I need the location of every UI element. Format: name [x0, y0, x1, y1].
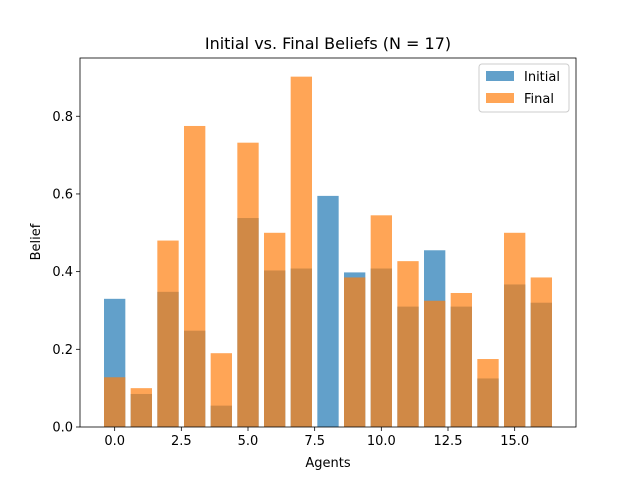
x-axis-ticks: 0.0 2.5 5.0 7.5 10.0 12.5 15.0 [104, 427, 529, 449]
x-tick-label: 10.0 [367, 434, 396, 449]
y-tick-label: 0.0 [52, 421, 73, 436]
legend-label-final: Final [524, 92, 554, 107]
y-tick-label: 0.2 [52, 343, 73, 358]
final-bar-6 [264, 232, 286, 427]
legend: Initial Final [478, 63, 570, 113]
y-tick-label: 0.6 [52, 187, 73, 202]
x-tick-label: 0.0 [104, 434, 125, 449]
final-bar-11 [397, 261, 419, 427]
x-tick-label: 2.5 [171, 434, 192, 449]
final-bar-9 [344, 277, 366, 427]
final-bar-0 [104, 377, 126, 427]
final-bar-10 [370, 215, 392, 427]
final-bar-12 [424, 300, 446, 427]
x-tick-label: 7.5 [304, 434, 325, 449]
legend-swatch-initial [486, 71, 514, 81]
final-bar-3 [184, 125, 206, 427]
axes-frame [79, 57, 577, 428]
final-bar-15 [504, 232, 526, 427]
y-axis-title: Belief [29, 223, 44, 260]
x-axis-title: Agents [305, 456, 350, 471]
final-bar-16 [530, 277, 552, 427]
final-bar-14 [477, 359, 499, 427]
final-bar-2 [157, 240, 179, 427]
x-tick-label: 15.0 [500, 434, 529, 449]
final-bar-7 [290, 76, 312, 427]
x-tick-label: 12.5 [434, 434, 463, 449]
initial-bar-8 [317, 195, 339, 427]
final-bar-4 [210, 353, 232, 427]
legend-label-initial: Initial [524, 70, 560, 85]
series-final [104, 76, 552, 428]
plot-area [79, 57, 577, 428]
y-axis-ticks: 0.0 0.2 0.4 0.6 0.8 [52, 110, 80, 436]
y-tick-label: 0.8 [52, 110, 73, 125]
x-tick-label: 5.0 [238, 434, 259, 449]
y-tick-label: 0.4 [52, 265, 73, 280]
final-bar-1 [130, 388, 152, 427]
final-bar-13 [450, 292, 472, 427]
legend-swatch-final [486, 93, 514, 103]
final-bar-5 [237, 142, 259, 428]
chart-title: Initial vs. Final Beliefs (N = 17) [205, 34, 451, 53]
